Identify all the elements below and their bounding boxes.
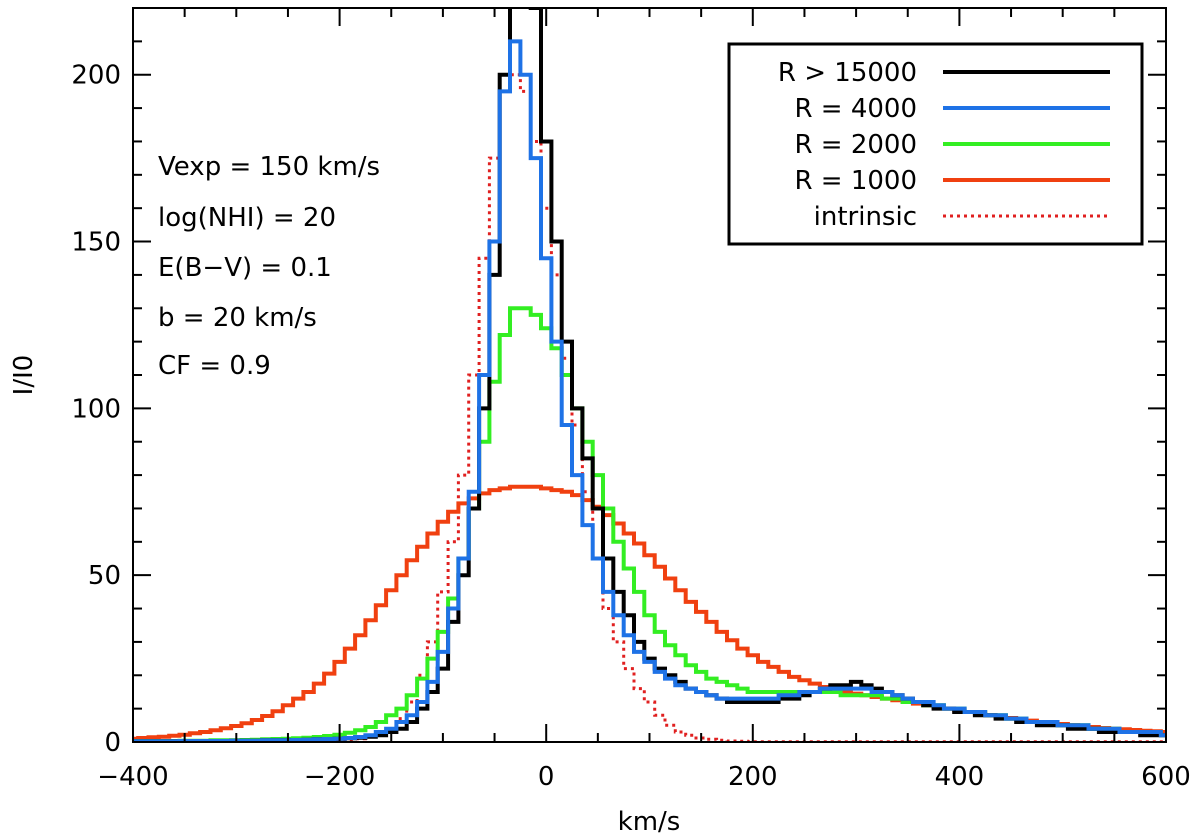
annotation-ebv: E(B−V) = 0.1 — [158, 253, 332, 283]
x-tick-label: 600 — [1141, 762, 1191, 792]
legend-label: R > 15000 — [778, 58, 917, 88]
annotation-nhi: log(NHI) = 20 — [158, 203, 336, 233]
series-r-4000 — [133, 39, 1166, 742]
annotations: Vexp = 150 km/s log(NHI) = 20 E(B−V) = 0… — [158, 152, 380, 381]
tick-labels: −400 −200 0 200 400 600 0 50 100 150 200 — [71, 61, 1190, 792]
series-r-2000 — [133, 306, 1166, 742]
legend: R > 15000 R = 4000 R = 2000 R = 1000 intrins… — [727, 42, 1144, 246]
ticks-layer — [132, 7, 1167, 743]
legend-label: R = 2000 — [794, 130, 917, 160]
legend-box — [727, 42, 1144, 246]
legend-label: intrinsic — [814, 202, 917, 232]
legend-label: R = 4000 — [794, 94, 917, 124]
y-tick-label: 50 — [88, 561, 121, 591]
y-tick-label: 100 — [71, 394, 121, 424]
x-tick-label: 200 — [728, 762, 778, 792]
annotation-b: b = 20 km/s — [158, 303, 317, 333]
x-tick-label: −200 — [304, 762, 375, 792]
legend-label: R = 1000 — [794, 166, 917, 196]
annotation-vexp: Vexp = 150 km/s — [158, 152, 380, 182]
series-layer — [133, 8, 1166, 742]
annotation-cf: CF = 0.9 — [158, 351, 271, 381]
y-tick-label: 150 — [71, 228, 121, 258]
x-tick-label: −400 — [97, 762, 168, 792]
y-tick-label: 0 — [104, 728, 121, 758]
y-tick-label: 200 — [71, 61, 121, 91]
y-axis-title: I/I0 — [9, 355, 39, 396]
x-tick-label: 0 — [538, 762, 555, 792]
x-axis-title: km/s — [618, 807, 681, 837]
x-tick-label: 400 — [935, 762, 985, 792]
